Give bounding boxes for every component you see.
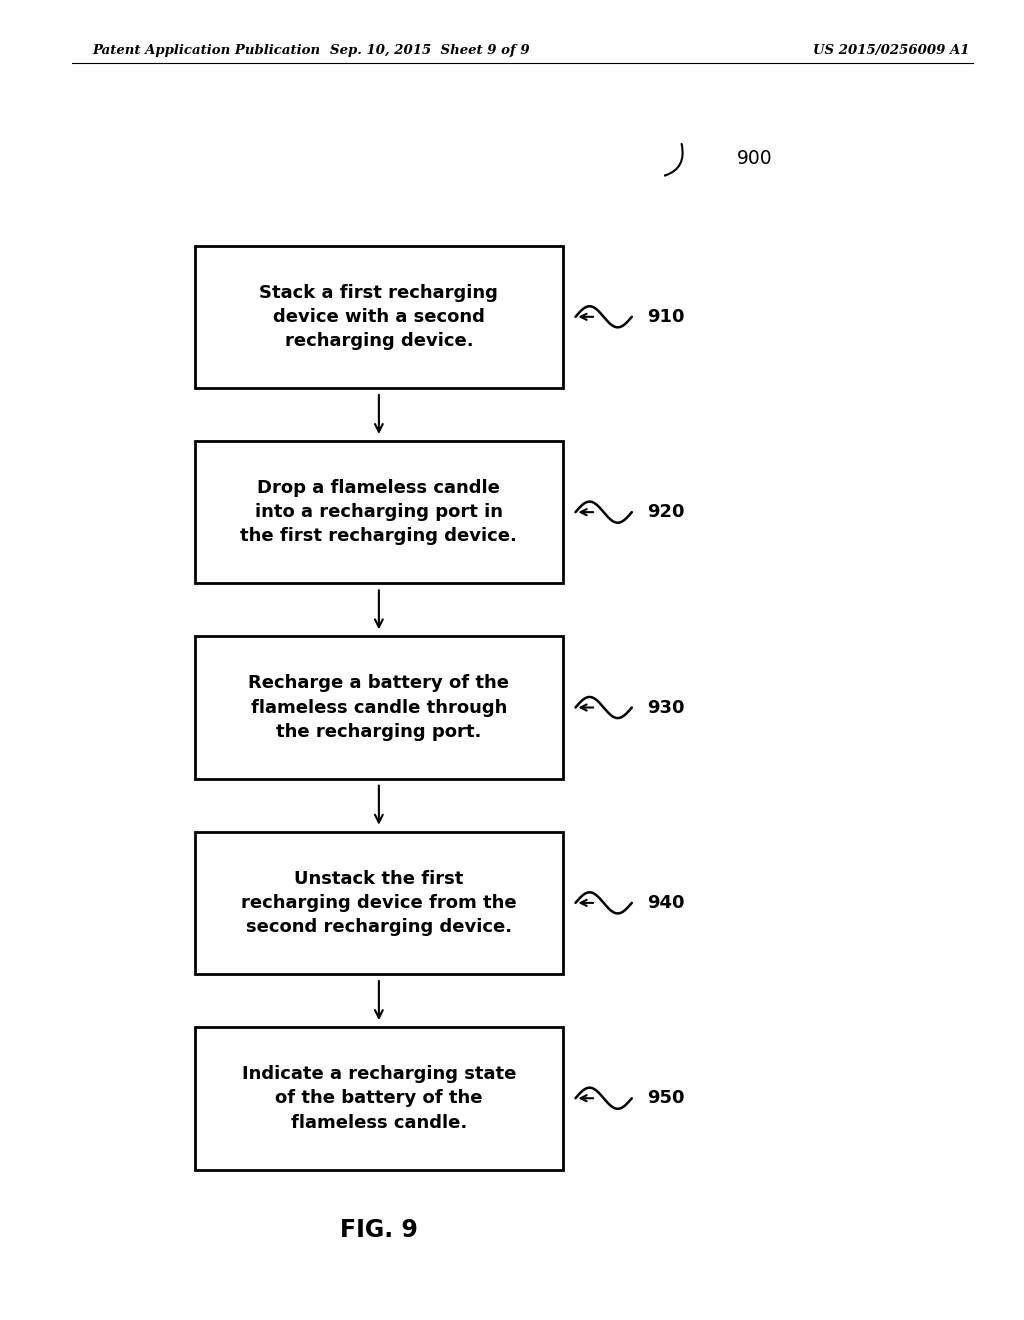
FancyBboxPatch shape bbox=[195, 441, 563, 583]
Text: 940: 940 bbox=[647, 894, 685, 912]
Text: US 2015/0256009 A1: US 2015/0256009 A1 bbox=[813, 44, 969, 57]
Text: 900: 900 bbox=[737, 149, 773, 168]
Text: Indicate a recharging state
of the battery of the
flameless candle.: Indicate a recharging state of the batte… bbox=[242, 1065, 516, 1131]
FancyBboxPatch shape bbox=[195, 832, 563, 974]
Text: Patent Application Publication: Patent Application Publication bbox=[92, 44, 321, 57]
FancyBboxPatch shape bbox=[195, 636, 563, 779]
FancyArrowPatch shape bbox=[665, 144, 683, 176]
Text: 950: 950 bbox=[647, 1089, 685, 1107]
Text: Stack a first recharging
device with a second
recharging device.: Stack a first recharging device with a s… bbox=[259, 284, 499, 350]
Text: Sep. 10, 2015  Sheet 9 of 9: Sep. 10, 2015 Sheet 9 of 9 bbox=[331, 44, 529, 57]
Text: Drop a flameless candle
into a recharging port in
the first recharging device.: Drop a flameless candle into a rechargin… bbox=[241, 479, 517, 545]
Text: Unstack the first
recharging device from the
second recharging device.: Unstack the first recharging device from… bbox=[241, 870, 517, 936]
Text: 930: 930 bbox=[647, 698, 685, 717]
Text: 920: 920 bbox=[647, 503, 685, 521]
FancyBboxPatch shape bbox=[195, 1027, 563, 1170]
Text: 910: 910 bbox=[647, 308, 685, 326]
FancyBboxPatch shape bbox=[195, 246, 563, 388]
Text: Recharge a battery of the
flameless candle through
the recharging port.: Recharge a battery of the flameless cand… bbox=[249, 675, 509, 741]
Text: FIG. 9: FIG. 9 bbox=[340, 1218, 418, 1242]
